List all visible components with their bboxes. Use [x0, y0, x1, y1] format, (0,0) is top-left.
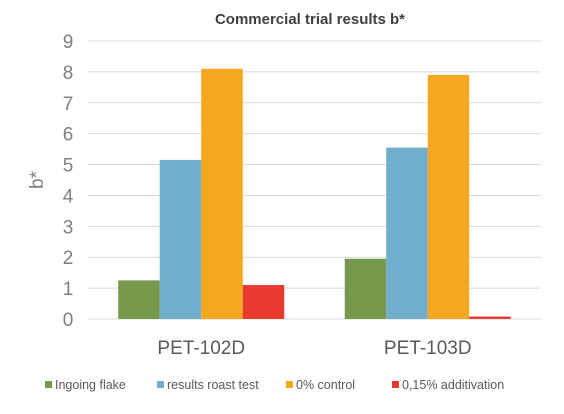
category-labels: PET-102D PET-103D [157, 338, 471, 359]
y-tick-label: 2 [63, 248, 74, 269]
grid-lines [88, 40, 541, 320]
legend-entry: results roast test [167, 378, 259, 392]
legend-entry: Ingoing flake [55, 378, 126, 392]
bars [118, 68, 511, 319]
y-tick-label: 9 [63, 32, 74, 53]
category-label: PET-103D [384, 338, 472, 359]
legend-swatch [286, 381, 293, 388]
y-tick-label: 3 [63, 217, 74, 238]
y-tick-label: 4 [63, 186, 74, 207]
legend-entry: 0,15% additivation [402, 378, 504, 392]
bar [118, 280, 160, 319]
y-tick-label: 8 [63, 63, 74, 84]
y-tick-label: 7 [63, 94, 74, 115]
bar [386, 147, 428, 319]
bar [201, 68, 243, 319]
y-tick-labels: 0 1 2 3 4 5 6 7 8 9 [63, 32, 74, 331]
bar [344, 258, 387, 319]
bar [427, 74, 470, 319]
legend: Ingoing flake results roast test 0% contro… [45, 378, 504, 392]
legend-swatch [157, 381, 164, 388]
legend-swatch [45, 381, 52, 388]
y-axis-label: b* [27, 170, 48, 189]
y-tick-label: 1 [63, 279, 74, 300]
category-label: PET-102D [157, 338, 245, 359]
bar [242, 285, 285, 319]
bar [159, 159, 202, 319]
bar [469, 316, 511, 319]
legend-entry: 0% control [296, 378, 355, 392]
y-tick-label: 5 [63, 156, 74, 177]
legend-swatch [392, 381, 399, 388]
chart-title: Commercial trial results b* [215, 11, 405, 28]
y-tick-label: 6 [63, 125, 74, 146]
y-tick-label: 0 [63, 310, 74, 331]
